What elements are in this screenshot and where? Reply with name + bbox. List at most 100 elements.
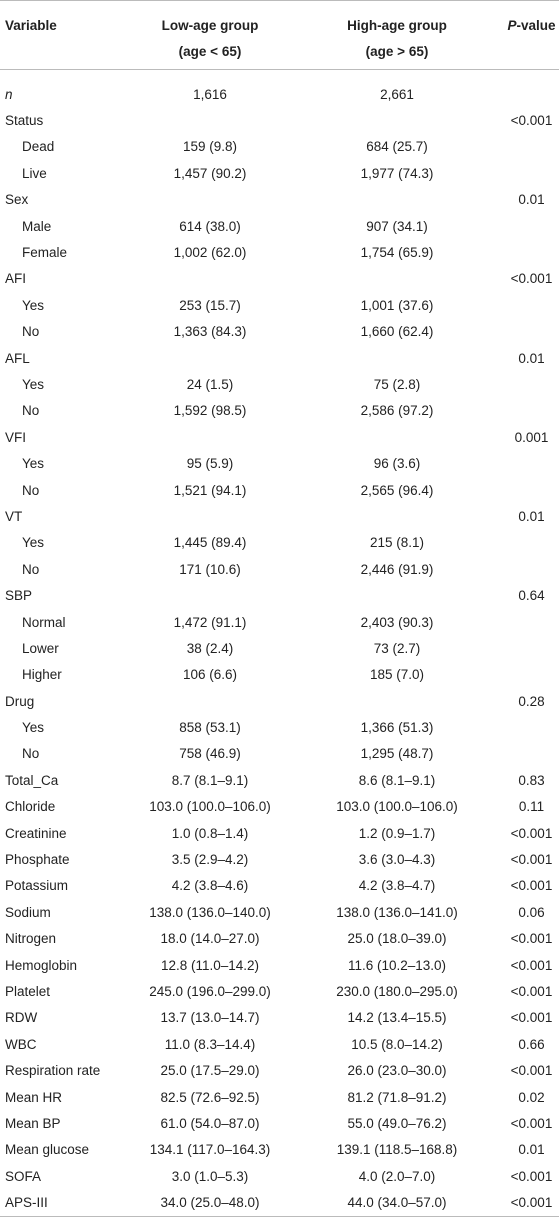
cell: Sodium bbox=[5, 904, 51, 920]
cell: 106 (6.6) bbox=[182, 667, 238, 683]
table-row: VT 0.01 bbox=[0, 503, 559, 529]
cell: Yes bbox=[22, 297, 45, 313]
cell: 0.11 bbox=[518, 799, 545, 815]
header-cell: Low-age group (age < 65) bbox=[130, 1, 290, 69]
cell: Normal bbox=[22, 614, 66, 630]
cell: Yes bbox=[22, 535, 45, 551]
table-row: Female 1,002 (62.0) 1,754 (65.9) bbox=[0, 239, 559, 265]
cell: 2,403 (90.3) bbox=[360, 614, 434, 630]
cell: APS-III bbox=[5, 1195, 48, 1211]
table-row: Potassium 4.2 (3.8–4.6) 4.2 (3.8–4.7) <0.00… bbox=[0, 873, 559, 899]
cell: Creatinine bbox=[5, 825, 67, 841]
table-row: n 1,616 2,661 bbox=[0, 81, 559, 107]
cell: Mean BP bbox=[5, 1115, 61, 1131]
cell: <0.001 bbox=[510, 983, 553, 999]
table-row: Status <0.001 bbox=[0, 107, 559, 133]
table-row: No 1,521 (94.1) 2,565 (96.4) bbox=[0, 477, 559, 503]
cell: 25.0 (17.5–29.0) bbox=[160, 1063, 260, 1079]
table-row: Lower 38 (2.4) 73 (2.7) bbox=[0, 635, 559, 661]
cell: 1,366 (51.3) bbox=[360, 720, 434, 736]
cell: WBC bbox=[5, 1036, 37, 1052]
cell: Platelet bbox=[5, 983, 51, 999]
cell: 1.0 (0.8–1.4) bbox=[171, 825, 249, 841]
cell: <0.001 bbox=[510, 271, 553, 287]
cell: 1,754 (65.9) bbox=[360, 245, 434, 261]
cell: No bbox=[22, 561, 40, 577]
table-row: APS-III 34.0 (25.0–48.0) 44.0 (34.0–57.0) <… bbox=[0, 1189, 559, 1217]
cell: n bbox=[5, 86, 13, 102]
cell: 1,363 (84.3) bbox=[173, 324, 247, 340]
cell: No bbox=[22, 482, 40, 498]
header-cell: Variable bbox=[0, 1, 130, 69]
cell: 96 (3.6) bbox=[373, 456, 421, 472]
header-cell: High-age group (age > 65) bbox=[290, 1, 504, 69]
table-body: n 1,616 2,661 Status <0.001 Dead 159 (9.8) 684 … bbox=[0, 81, 559, 1217]
cell: 1,977 (74.3) bbox=[360, 165, 434, 181]
cell: 2,446 (91.9) bbox=[360, 561, 434, 577]
cell: Potassium bbox=[5, 878, 69, 894]
cell: 1,457 (90.2) bbox=[173, 165, 247, 181]
cell: 8.6 (8.1–9.1) bbox=[358, 772, 436, 788]
cell: 230.0 (180.0–295.0) bbox=[336, 983, 458, 999]
table-row: Dead 159 (9.8) 684 (25.7) bbox=[0, 134, 559, 160]
table-row: Mean glucose 134.1 (117.0–164.3) 139.1 (11… bbox=[0, 1137, 559, 1163]
cell: <0.001 bbox=[510, 1168, 553, 1184]
cell: Respiration rate bbox=[5, 1063, 101, 1079]
cell: 138.0 (136.0–141.0) bbox=[336, 904, 458, 920]
cell: Nitrogen bbox=[5, 931, 57, 947]
cell: 4.2 (3.8–4.7) bbox=[358, 878, 436, 894]
cell: 55.0 (49.0–76.2) bbox=[347, 1115, 447, 1131]
table-row: Total_Ca 8.7 (8.1–9.1) 8.6 (8.1–9.1) 0.83 bbox=[0, 767, 559, 793]
cell: 95 (5.9) bbox=[186, 456, 234, 472]
cell: AFL bbox=[5, 350, 30, 366]
cell: 18.0 (14.0–27.0) bbox=[160, 931, 260, 947]
cell: Yes bbox=[22, 720, 45, 736]
cell: 245.0 (196.0–299.0) bbox=[149, 983, 271, 999]
cell: 34.0 (25.0–48.0) bbox=[160, 1195, 260, 1211]
cell: 0.66 bbox=[518, 1036, 545, 1052]
cell: VT bbox=[5, 508, 23, 524]
cell: 1,592 (98.5) bbox=[173, 403, 247, 419]
cell: 171 (10.6) bbox=[179, 561, 241, 577]
table-row: Phosphate 3.5 (2.9–4.2) 3.6 (3.0–4.3) <0.00… bbox=[0, 846, 559, 872]
cell: <0.001 bbox=[510, 1195, 553, 1211]
cell: VFI bbox=[5, 429, 27, 445]
cell: No bbox=[22, 746, 40, 762]
table-row: No 1,592 (98.5) 2,586 (97.2) bbox=[0, 398, 559, 424]
cell: 103.0 (100.0–106.0) bbox=[149, 799, 271, 815]
cell: <0.001 bbox=[510, 931, 553, 947]
cell: 10.5 (8.0–14.2) bbox=[351, 1036, 443, 1052]
cell: 1,445 (89.4) bbox=[173, 535, 247, 551]
cell: 103.0 (100.0–106.0) bbox=[336, 799, 458, 815]
table-row: Normal 1,472 (91.1) 2,403 (90.3) bbox=[0, 609, 559, 635]
cell: <0.001 bbox=[510, 1010, 553, 1026]
cell: <0.001 bbox=[510, 113, 553, 129]
table-row: Sodium 138.0 (136.0–140.0) 138.0 (136.0–14… bbox=[0, 899, 559, 925]
table-row: Yes 1,445 (89.4) 215 (8.1) bbox=[0, 530, 559, 556]
table-row: Higher 106 (6.6) 185 (7.0) bbox=[0, 662, 559, 688]
cell: 1,616 bbox=[193, 86, 227, 102]
header-text: High-age group bbox=[347, 18, 447, 33]
table-row: Yes 253 (15.7) 1,001 (37.6) bbox=[0, 292, 559, 318]
table-row: AFL 0.01 bbox=[0, 345, 559, 371]
header-cell: P-value bbox=[504, 1, 559, 69]
cell: 0.06 bbox=[518, 904, 545, 920]
cell: <0.001 bbox=[510, 957, 553, 973]
table-row: Drug 0.28 bbox=[0, 688, 559, 714]
table-row: Nitrogen 18.0 (14.0–27.0) 25.0 (18.0–39.0)… bbox=[0, 926, 559, 952]
header-text: P-value bbox=[507, 18, 556, 33]
cell: 1.2 (0.9–1.7) bbox=[358, 825, 436, 841]
cell: 758 (46.9) bbox=[179, 746, 241, 762]
table-row: Male 614 (38.0) 907 (34.1) bbox=[0, 213, 559, 239]
cell: Status bbox=[5, 113, 44, 129]
cell: 26.0 (23.0–30.0) bbox=[347, 1063, 447, 1079]
table-row: Yes 858 (53.1) 1,366 (51.3) bbox=[0, 714, 559, 740]
cell: Total_Ca bbox=[5, 772, 59, 788]
cell: <0.001 bbox=[510, 825, 553, 841]
cell: 858 (53.1) bbox=[179, 720, 241, 736]
cell: SBP bbox=[5, 588, 33, 604]
cell: 0.01 bbox=[518, 192, 545, 208]
cell: 907 (34.1) bbox=[366, 218, 428, 234]
cell: 138.0 (136.0–140.0) bbox=[149, 904, 271, 920]
